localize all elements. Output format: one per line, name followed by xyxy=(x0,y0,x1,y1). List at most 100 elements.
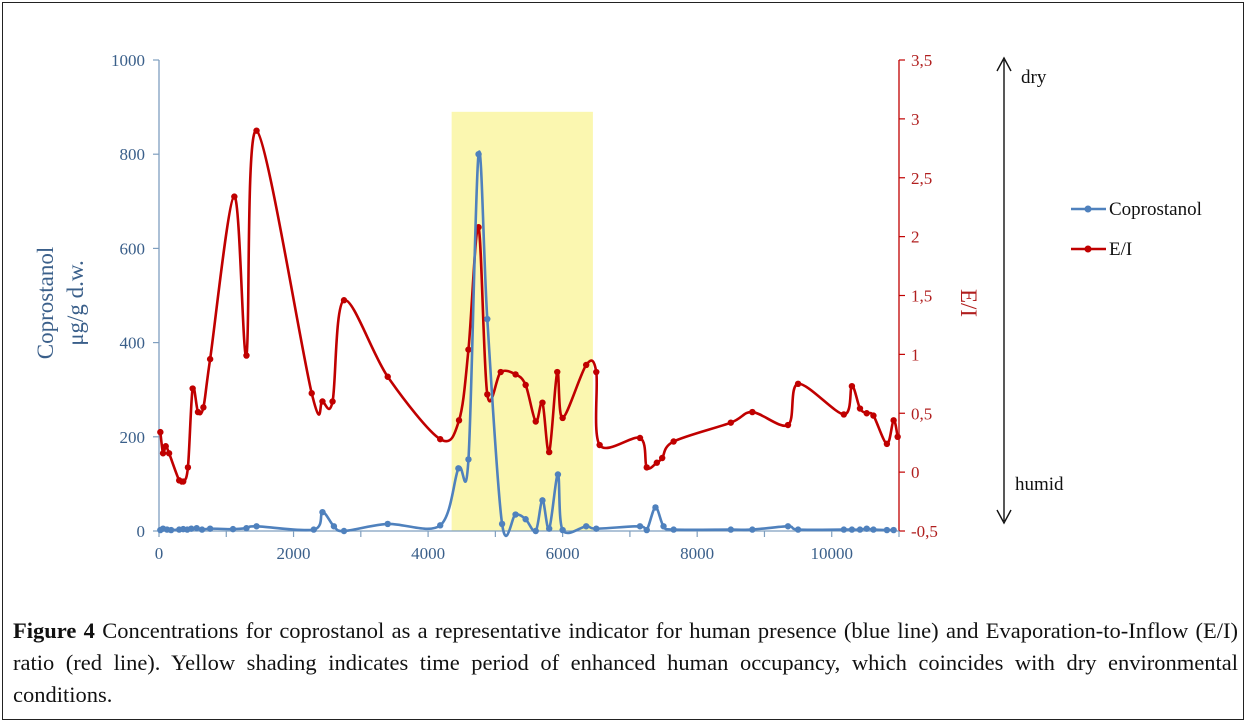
series-ei-point xyxy=(512,371,519,378)
series-ei-point xyxy=(437,435,444,443)
series-ei-point xyxy=(157,428,164,436)
series-coprostanol-point xyxy=(310,526,317,533)
series-coprostanol-point xyxy=(330,523,338,530)
series-ei-point xyxy=(329,398,336,405)
series-ei-point xyxy=(384,373,391,380)
series-ei xyxy=(157,127,901,485)
series-ei-point xyxy=(455,417,463,424)
series-coprostanol-point xyxy=(437,522,444,529)
series-ei-point xyxy=(545,448,553,456)
series-coprostanol-point xyxy=(848,526,856,533)
y-right-axis-label: E/I xyxy=(956,289,981,317)
y-right-tick-label: 3 xyxy=(911,110,920,129)
series-coprostanol-point xyxy=(883,526,891,534)
axes: 0 200 400 600 800 1000 -0,5 0 0,5 1 1,5 2 2,5 3 3,5 0 20… xyxy=(111,51,938,563)
series-ei-point xyxy=(659,454,666,462)
series-coprostanol-point xyxy=(522,516,529,523)
series-ei-point xyxy=(522,381,529,389)
series-ei-point xyxy=(840,411,848,418)
series-coprostanol-point xyxy=(319,508,326,516)
y-right-tick-label: 1,5 xyxy=(911,287,932,306)
series-coprostanol-point xyxy=(167,526,175,534)
series-coprostanol-point xyxy=(340,527,348,535)
series-ei-point xyxy=(636,434,644,442)
figure-caption: Figure 4 Concentrations for coprostanol … xyxy=(13,615,1238,711)
series-ei-line xyxy=(159,129,899,485)
series-coprostanol-point xyxy=(784,523,792,530)
caption-label: Figure 4 xyxy=(13,618,95,643)
y-left-axis-label-line2: μg/g d.w. xyxy=(63,260,88,346)
series-ei-point xyxy=(894,433,901,440)
series-ei-point xyxy=(532,418,539,425)
series-coprostanol-point xyxy=(545,525,553,532)
series-coprostanol-point xyxy=(856,526,864,533)
legend-coprostanol-marker xyxy=(1084,205,1092,213)
series-ei-point xyxy=(559,414,566,422)
series-ei-point xyxy=(856,405,864,412)
y-left-tick-label: 800 xyxy=(120,145,146,164)
series-ei-point xyxy=(727,419,735,426)
series-coprostanol-point xyxy=(890,526,897,534)
series-coprostanol-point xyxy=(193,524,200,532)
series-coprostanol-point xyxy=(749,526,756,533)
y-right-tick-label: 1 xyxy=(911,345,920,364)
series-coprostanol-point xyxy=(840,526,848,533)
series-ei-point xyxy=(165,450,173,457)
x-tick-label: 0 xyxy=(155,544,164,563)
series-ei-point xyxy=(308,390,315,397)
series-coprostanol-point xyxy=(206,525,214,532)
x-tick-label: 10000 xyxy=(810,544,853,563)
legend-ei-label: E/I xyxy=(1109,239,1132,260)
legend: Coprostanol E/I xyxy=(1071,199,1202,260)
series-ei-point xyxy=(643,464,650,471)
y-right-tick-label: 0 xyxy=(911,463,920,482)
chart: 0 200 400 600 800 1000 -0,5 0 0,5 1 1,5 2 2,5 3 3,5 0 20… xyxy=(33,51,1202,563)
series-ei-point xyxy=(497,368,504,376)
x-tick-label: 4000 xyxy=(411,544,445,563)
occupancy-shading xyxy=(451,111,593,531)
series-ei-point xyxy=(670,438,677,445)
series-coprostanol-point xyxy=(670,526,677,533)
y-left-tick-label: 0 xyxy=(137,522,146,541)
series-ei-point xyxy=(863,410,870,417)
series-ei-point xyxy=(870,412,877,419)
series-coprostanol-point xyxy=(532,527,539,535)
series-ei-point xyxy=(484,391,491,398)
series-ei-point xyxy=(243,352,250,359)
dry-label: dry xyxy=(1021,67,1047,88)
series-coprostanol-point xyxy=(498,520,506,528)
series-coprostanol-point xyxy=(539,497,546,504)
series-coprostanol-point xyxy=(794,526,802,533)
series-ei-point xyxy=(794,380,802,388)
series-coprostanol-point xyxy=(593,525,600,532)
y-right-tick-label: 3,5 xyxy=(911,51,932,70)
series-coprostanol-point xyxy=(512,511,519,518)
series-coprostanol-point xyxy=(253,523,260,530)
series-coprostanol-point xyxy=(727,526,735,533)
legend-ei-marker xyxy=(1084,245,1092,253)
y-right-tick-label: 2 xyxy=(911,228,920,247)
series-coprostanol-point xyxy=(188,525,195,532)
series-coprostanol-point xyxy=(243,524,250,532)
series-ei-point xyxy=(582,361,590,369)
series-ei-point xyxy=(189,385,196,392)
legend-coprostanol-label: Coprostanol xyxy=(1109,199,1202,220)
series-ei-point xyxy=(749,408,756,416)
series-ei-point xyxy=(593,368,600,376)
arrow-down-head xyxy=(996,509,1012,525)
series-coprostanol-point xyxy=(863,525,870,532)
series-ei-point xyxy=(194,408,202,416)
series-coprostanol-point xyxy=(484,315,491,323)
series-coprostanol-point xyxy=(652,504,659,511)
series-ei-point xyxy=(554,368,561,376)
series-coprostanol-point xyxy=(582,523,590,530)
series-coprostanol-point xyxy=(455,465,462,472)
series-coprostanol-point xyxy=(475,151,482,158)
series-ei-point xyxy=(653,459,661,466)
humid-label: humid xyxy=(1015,474,1064,495)
series-ei-point xyxy=(883,440,891,448)
series-coprostanol xyxy=(157,150,897,537)
y-left-tick-label: 400 xyxy=(120,334,146,353)
x-tick-label: 6000 xyxy=(546,544,580,563)
